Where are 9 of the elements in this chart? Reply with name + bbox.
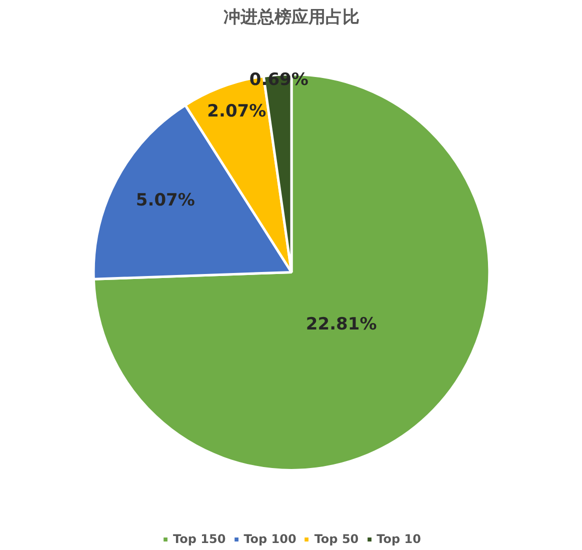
legend-label: Top 150	[173, 532, 226, 546]
chart-title: 冲进总榜应用占比	[224, 8, 360, 28]
data-label: 0.69%	[249, 70, 308, 90]
legend-label: Top 100	[244, 532, 296, 546]
legend-label: Top 10	[376, 532, 421, 546]
data-label: 2.07%	[207, 102, 266, 122]
data-label: 22.81%	[306, 314, 377, 334]
data-label: 5.07%	[136, 190, 195, 210]
legend-label: Top 50	[314, 532, 359, 546]
